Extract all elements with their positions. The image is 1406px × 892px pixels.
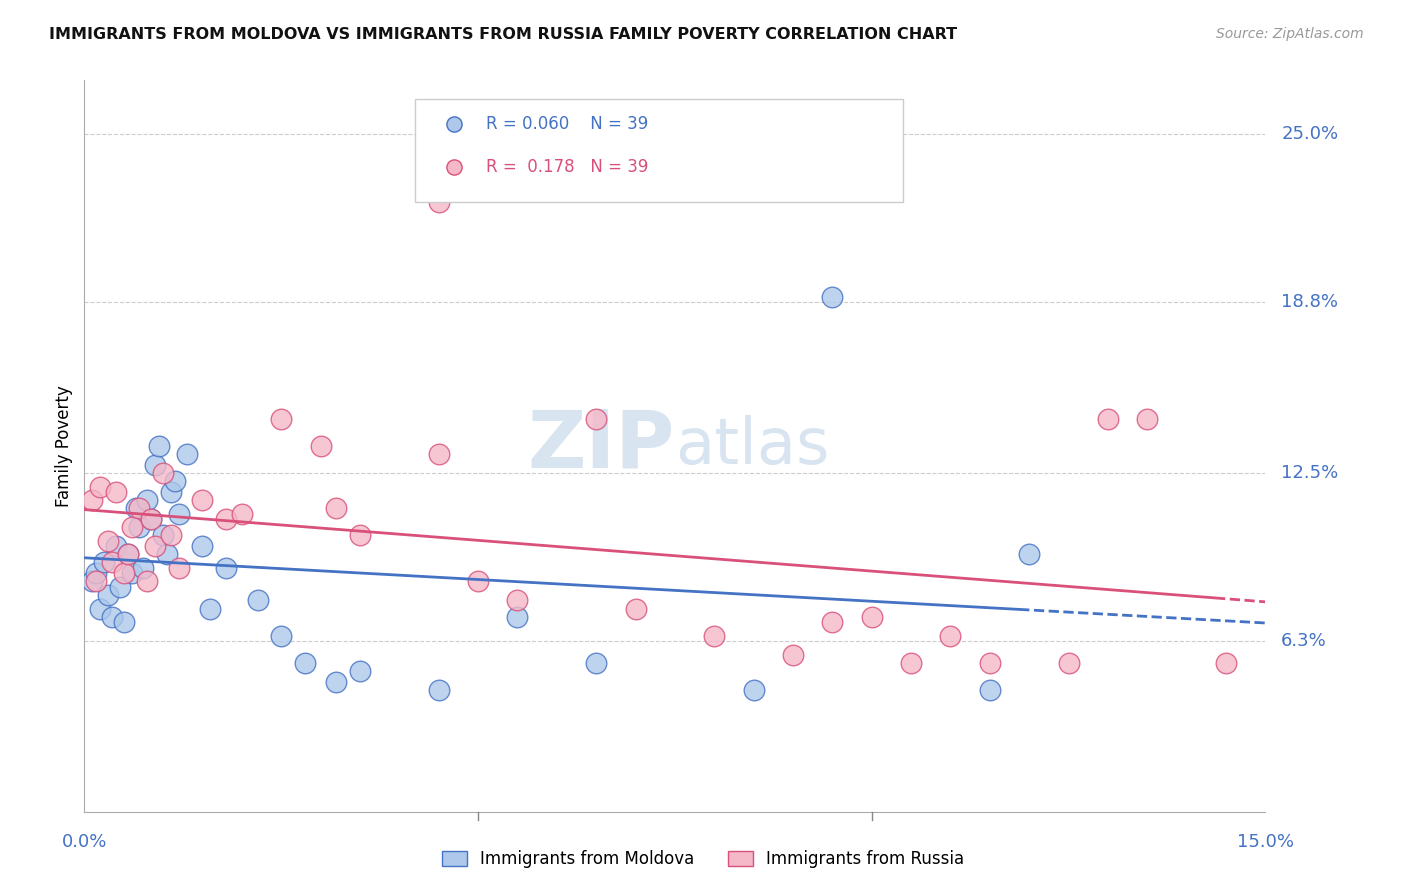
Text: R =  0.178   N = 39: R = 0.178 N = 39: [486, 158, 648, 176]
Point: [215, 561, 238, 575]
Point: [128, 501, 150, 516]
Point: [167, 507, 190, 521]
Point: [782, 648, 804, 662]
Point: [117, 547, 139, 561]
Point: [467, 574, 489, 589]
Point: [821, 290, 844, 304]
Point: [97, 588, 120, 602]
Point: [84, 574, 107, 589]
Point: [89, 601, 111, 615]
Point: [128, 520, 150, 534]
Point: [325, 674, 347, 689]
Point: [148, 439, 170, 453]
Point: [215, 512, 238, 526]
Point: [143, 458, 166, 472]
Point: [141, 512, 163, 526]
Point: [101, 609, 124, 624]
FancyBboxPatch shape: [415, 99, 903, 202]
Text: R = 0.060    N = 39: R = 0.060 N = 39: [486, 115, 648, 133]
Point: [1018, 547, 1040, 561]
Point: [585, 656, 607, 670]
Text: IMMIGRANTS FROM MOLDOVA VS IMMIGRANTS FROM RUSSIA FAMILY POVERTY CORRELATION CHA: IMMIGRANTS FROM MOLDOVA VS IMMIGRANTS FR…: [49, 27, 957, 42]
Point: [427, 682, 450, 697]
Point: [112, 615, 135, 629]
Point: [104, 485, 127, 500]
Text: 0.0%: 0.0%: [62, 833, 107, 851]
Text: 12.5%: 12.5%: [1281, 464, 1339, 482]
Point: [1215, 656, 1237, 670]
Point: [349, 664, 371, 678]
Point: [821, 615, 844, 629]
Point: [191, 493, 214, 508]
Point: [191, 539, 214, 553]
Point: [1136, 412, 1159, 426]
Point: [156, 547, 179, 561]
Point: [349, 528, 371, 542]
Point: [160, 528, 183, 542]
Text: 18.8%: 18.8%: [1281, 293, 1339, 311]
Point: [703, 629, 725, 643]
Point: [112, 566, 135, 581]
Point: [136, 493, 159, 508]
Point: [585, 412, 607, 426]
Point: [132, 561, 155, 575]
Point: [270, 412, 292, 426]
Point: [506, 593, 529, 607]
Text: 6.3%: 6.3%: [1281, 632, 1327, 650]
Point: [860, 609, 883, 624]
Point: [270, 629, 292, 643]
Point: [900, 656, 922, 670]
Point: [231, 507, 253, 521]
Point: [82, 574, 104, 589]
Point: [167, 561, 190, 575]
Point: [82, 493, 104, 508]
Point: [742, 682, 765, 697]
Point: [427, 195, 450, 210]
Point: [84, 566, 107, 581]
Point: [427, 447, 450, 461]
Y-axis label: Family Poverty: Family Poverty: [55, 385, 73, 507]
Point: [141, 512, 163, 526]
Point: [294, 656, 316, 670]
Text: Source: ZipAtlas.com: Source: ZipAtlas.com: [1216, 27, 1364, 41]
Point: [309, 439, 332, 453]
Point: [97, 533, 120, 548]
Point: [325, 501, 347, 516]
Point: [136, 574, 159, 589]
Point: [101, 556, 124, 570]
Point: [506, 609, 529, 624]
Point: [152, 528, 174, 542]
Point: [117, 547, 139, 561]
Text: atlas: atlas: [675, 415, 830, 477]
Point: [443, 117, 465, 131]
Point: [979, 656, 1001, 670]
Point: [163, 474, 186, 488]
Text: 25.0%: 25.0%: [1281, 126, 1339, 144]
Point: [624, 601, 647, 615]
Point: [1097, 412, 1119, 426]
Point: [160, 485, 183, 500]
Point: [143, 539, 166, 553]
Point: [246, 593, 269, 607]
Point: [200, 601, 222, 615]
Legend: Immigrants from Moldova, Immigrants from Russia: Immigrants from Moldova, Immigrants from…: [434, 844, 972, 875]
Point: [1057, 656, 1080, 670]
Point: [443, 160, 465, 174]
Point: [93, 556, 115, 570]
Point: [176, 447, 198, 461]
Point: [124, 501, 146, 516]
Point: [939, 629, 962, 643]
Point: [121, 520, 143, 534]
Point: [89, 480, 111, 494]
Point: [979, 682, 1001, 697]
Point: [104, 539, 127, 553]
Point: [121, 566, 143, 581]
Text: ZIP: ZIP: [527, 407, 675, 485]
Point: [152, 466, 174, 480]
Text: 15.0%: 15.0%: [1237, 833, 1294, 851]
Point: [108, 580, 131, 594]
